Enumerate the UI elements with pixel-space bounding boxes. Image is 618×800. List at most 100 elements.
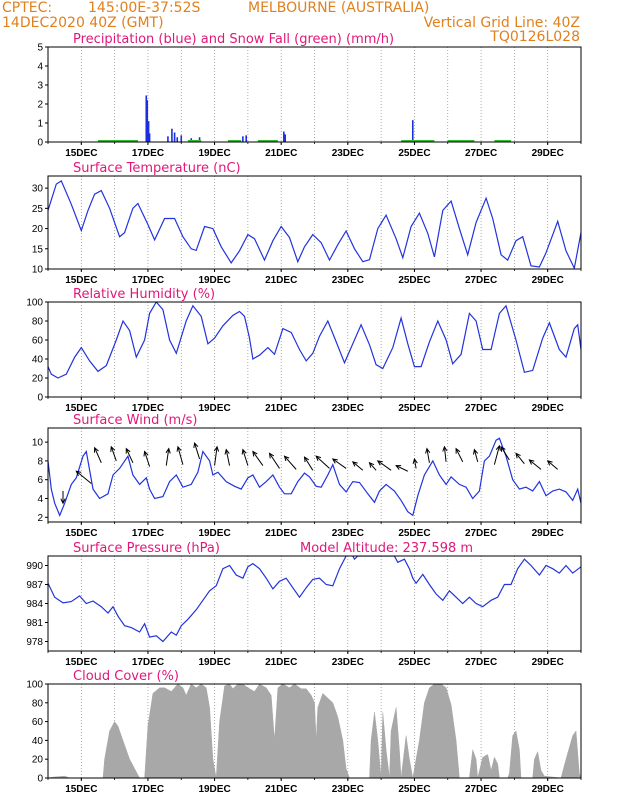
y-tick-label: 60: [32, 717, 44, 728]
precip-bar: [148, 133, 151, 142]
wind-arrow: [547, 460, 559, 470]
wind-arrow-head: [351, 461, 358, 467]
wind-arrow: [332, 458, 347, 469]
x-tick-label: 29DEC: [532, 148, 564, 159]
pressure-data: [48, 556, 581, 643]
header-model-code: TQ0126L028: [489, 29, 580, 45]
wind-arrow: [515, 453, 525, 465]
wind-arrow-head: [376, 460, 383, 466]
wind-arrow: [443, 446, 447, 462]
precip-bar: [171, 128, 173, 142]
x-tick-label: 29DEC: [532, 784, 564, 795]
wind-arrow-head: [193, 441, 199, 449]
x-tick-label: 23DEC: [332, 784, 364, 795]
y-tick-label: 10: [32, 438, 44, 449]
temperature-line: [48, 180, 581, 269]
precipitation-panel: Precipitation (blue) and Snow Fall (gree…: [37, 32, 582, 159]
y-tick-label: 0: [37, 138, 43, 149]
precip-bar: [167, 136, 169, 142]
wind-arrow-head: [546, 460, 553, 466]
wind-title: Surface Wind (m/s): [73, 413, 197, 428]
y-tick-label: 15: [32, 244, 44, 255]
x-tick-label: 17DEC: [132, 528, 164, 539]
precipitation-frame: [47, 46, 582, 143]
y-tick-label: 8: [37, 456, 43, 467]
wind-arrow-head: [224, 448, 230, 455]
y-tick-label: 6: [37, 475, 43, 486]
wind-arrow: [252, 451, 264, 466]
y-tick-label: 990: [26, 561, 43, 572]
cloud-cover-data: [48, 684, 581, 778]
wind-arrow-head: [412, 457, 418, 464]
y-tick-label: 30: [32, 184, 44, 195]
x-tick-label: 17DEC: [132, 657, 164, 668]
wind-arrow-head: [93, 446, 99, 453]
y-tick-label: 987: [26, 580, 43, 591]
wind-arrow-head: [331, 458, 338, 464]
wind-arrow: [352, 461, 364, 471]
y-tick-label: 100: [26, 298, 43, 309]
wind-arrow-head: [515, 452, 521, 459]
cloud-cover-title: Cloud Cover (%): [73, 669, 179, 684]
header-location: MELBOURNE (AUSTRALIA): [248, 0, 429, 16]
header-coordinates: 145:00E-37:52S: [88, 0, 200, 16]
pressure-panel: Surface Pressure (hPa) Model Altitude: 23…: [26, 541, 582, 668]
y-tick-label: 0: [37, 774, 43, 785]
wind-arrow: [315, 455, 330, 469]
temperature-title: Surface Temperature (nC): [73, 161, 241, 176]
humidity-title: Relative Humidity (%): [73, 287, 215, 302]
humidity-panel: Relative Humidity (%) 0 20 40 60 80 100 15DEC 17…: [26, 287, 582, 414]
wind-arrow: [242, 449, 249, 466]
x-tick-label: 21DEC: [265, 657, 297, 668]
x-tick-label: 19DEC: [198, 403, 230, 414]
wind-arrow-head: [455, 447, 461, 454]
y-tick-label: 981: [26, 618, 43, 629]
wind-arrow-head: [125, 447, 131, 454]
temperature-panel: Surface Temperature (nC) 10 15 20 25 30 15DEC 1…: [32, 161, 582, 286]
y-tick-label: 5: [37, 43, 43, 54]
wind-arrow: [225, 449, 231, 466]
y-tick-label: 984: [26, 599, 43, 610]
wind-arrow-head: [528, 459, 535, 465]
cloud-area: [48, 684, 581, 778]
x-tick-label: 19DEC: [198, 528, 230, 539]
wind-arrow-head: [315, 455, 322, 462]
wind-panel: Surface Wind (m/s) 2 4 6 8 10 15DEC 17DEC 19DEC 2…: [32, 413, 582, 539]
wind-arrow-head: [395, 465, 402, 470]
x-tick-label: 27DEC: [465, 657, 497, 668]
cloud-cover-panel: Cloud Cover (%) 0 20 40 60 80 100 15DEC 17DEC 19D…: [26, 669, 582, 795]
y-tick-label: 10: [32, 265, 44, 276]
x-tick-label: 27DEC: [465, 275, 497, 286]
wind-line: [48, 437, 581, 517]
wind-arrow: [144, 451, 151, 467]
y-tick-label: 978: [26, 637, 43, 648]
wind-arrow: [304, 456, 314, 471]
wind-arrow: [377, 460, 392, 471]
precip-bar: [176, 137, 179, 142]
y-tick-label: 4: [37, 62, 43, 73]
header-grid-line: Vertical Grid Line: 40Z: [424, 15, 580, 31]
wind-arrow-head: [252, 450, 258, 457]
y-tick-label: 40: [32, 736, 44, 747]
wind-arrow: [284, 455, 297, 470]
x-tick-label: 29DEC: [532, 657, 564, 668]
y-tick-label: 25: [32, 204, 44, 215]
y-tick-label: 0: [37, 393, 43, 404]
wind-arrow-head: [495, 444, 501, 451]
precip-bar: [411, 120, 414, 142]
wind-arrow: [94, 447, 102, 463]
wind-arrow: [165, 448, 170, 466]
wind-arrow: [177, 446, 184, 465]
y-tick-label: 100: [26, 680, 43, 691]
wind-arrow-head: [213, 445, 220, 452]
x-tick-label: 21DEC: [265, 784, 297, 795]
pressure-annotation: Model Altitude: 237.598 m: [300, 541, 473, 556]
x-tick-label: 15DEC: [65, 403, 97, 414]
x-tick-label: 17DEC: [132, 275, 164, 286]
precip-bar: [146, 100, 149, 142]
header-source: CPTEC:: [2, 0, 52, 16]
precip-bar: [145, 95, 148, 142]
x-tick-label: 23DEC: [332, 528, 364, 539]
x-tick-label: 25DEC: [398, 403, 430, 414]
precip-bar: [284, 134, 286, 142]
